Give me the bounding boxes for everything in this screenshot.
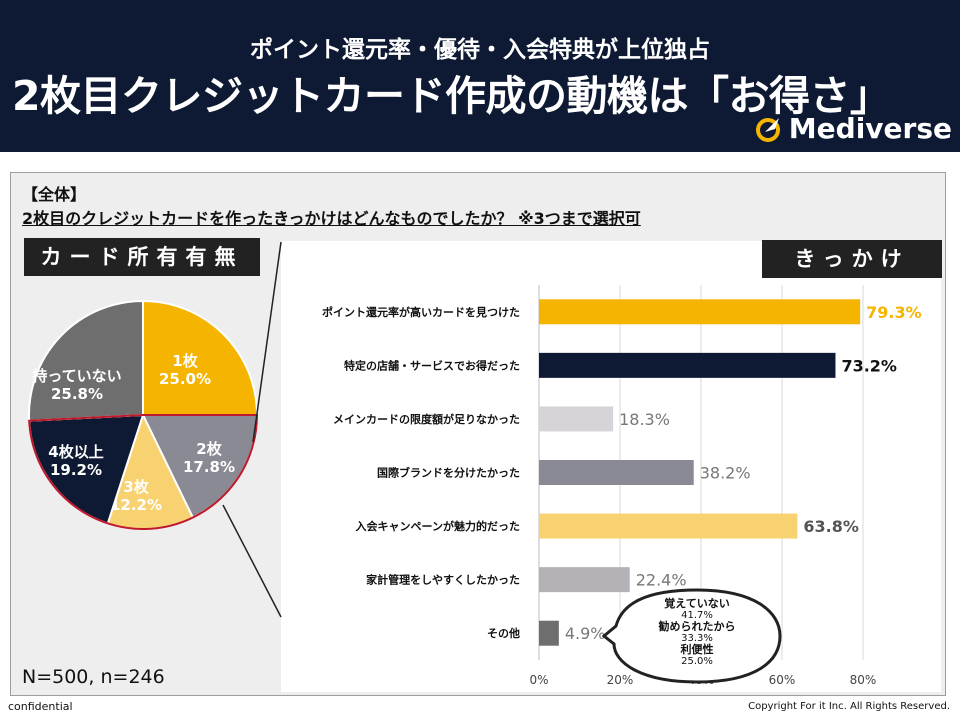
bar-value-label: 22.4% bbox=[636, 571, 687, 590]
logo-icon bbox=[755, 117, 780, 142]
bar-chart: 0%20%40%60%80%ポイント還元率が高いカードを見つけた79.3%特定の… bbox=[322, 285, 922, 687]
bar-value-label: 73.2% bbox=[841, 356, 897, 375]
x-tick-label: 20% bbox=[607, 673, 634, 687]
bar-value-label: 38.2% bbox=[700, 464, 751, 483]
category-label: 家計管理をしやすくしたかった bbox=[366, 573, 520, 587]
survey-question: 2枚目のクレジットカードを作ったきっかけはどんなものでしたか？ ※3つまで選択可 bbox=[22, 209, 641, 228]
page-title: 2枚目クレジットカード作成の動機は「お得さ」 bbox=[12, 72, 891, 120]
x-tick-label: 60% bbox=[769, 673, 796, 687]
header-banner: ポイント還元率・優待・入会特典が上位独占 2枚目クレジットカード作成の動機は「お… bbox=[0, 0, 960, 152]
callout-value: 33.3% bbox=[681, 633, 713, 644]
pie-slice-value: 17.8% bbox=[183, 458, 235, 476]
mediverse-logo: Mediverse bbox=[755, 112, 952, 145]
section-tag: 【全体】 bbox=[22, 185, 87, 204]
bar-chart-label: きっかけ bbox=[762, 240, 942, 278]
category-label: 特定の店舗・サービスでお得だった bbox=[344, 358, 520, 372]
category-label: 入会キャンペーンが魅力的だった bbox=[356, 519, 520, 533]
callout-value: 41.7% bbox=[681, 610, 713, 621]
bar-value-label: 4.9% bbox=[565, 624, 606, 643]
callout-value: 25.0% bbox=[681, 656, 713, 667]
bar-value-label: 79.3% bbox=[866, 303, 922, 322]
x-tick-label: 0% bbox=[529, 673, 548, 687]
bar bbox=[539, 620, 559, 646]
pie-slice-label: 4枚以上 bbox=[48, 443, 103, 461]
pie-slice-value: 19.2% bbox=[50, 461, 102, 479]
pie-highlight-outline bbox=[28, 414, 259, 530]
pie-slice bbox=[142, 299, 259, 416]
bar-value-label: 63.8% bbox=[803, 517, 859, 536]
bar bbox=[539, 460, 694, 485]
callout-bubble: 覚えていない 41.7% 勧められたから 33.3% 利便性 25.0% bbox=[612, 588, 782, 684]
category-label: メインカードの限度額が足りなかった bbox=[333, 412, 520, 426]
callout-label: 利便性 bbox=[680, 643, 714, 656]
connector-line bbox=[252, 241, 282, 443]
sample-size: N=500, n=246 bbox=[22, 666, 165, 688]
copyright-text: Copyright For it Inc. All Rights Reserve… bbox=[748, 701, 950, 712]
page-subtitle: ポイント還元率・優待・入会特典が上位独占 bbox=[250, 37, 710, 63]
callout-bubble-shape bbox=[601, 588, 782, 684]
pie-slice-label: 3枚 bbox=[123, 478, 149, 496]
pie-slice-value: 25.8% bbox=[51, 385, 103, 403]
pie-chart-label: カード所有有無 bbox=[24, 238, 260, 276]
bar-value-label: 18.3% bbox=[619, 410, 670, 429]
pie-slice-value: 12.2% bbox=[110, 496, 162, 514]
bar bbox=[539, 406, 614, 432]
logo-text: Mediverse bbox=[788, 112, 952, 145]
bar bbox=[539, 299, 861, 325]
bar bbox=[539, 352, 836, 378]
pie-slice bbox=[28, 299, 144, 422]
callout-label: 覚えていない bbox=[664, 597, 730, 610]
category-label: その他 bbox=[487, 626, 520, 640]
x-tick-label: 80% bbox=[850, 673, 877, 687]
connector-line bbox=[222, 504, 282, 618]
confidential-label: confidential bbox=[8, 700, 73, 713]
bar bbox=[539, 567, 630, 593]
category-label: ポイント還元率が高いカードを見つけた bbox=[322, 305, 520, 319]
bar bbox=[539, 513, 798, 539]
callout-outline bbox=[601, 588, 782, 684]
category-label: 国際ブランドを分けたかった bbox=[377, 466, 520, 480]
pie-slice-label: 1枚 bbox=[172, 352, 198, 370]
callout-label: 勧められたから bbox=[658, 620, 736, 633]
pie-slice-value: 25.0% bbox=[159, 370, 211, 388]
pie-slice-label: 持っていない bbox=[32, 367, 121, 385]
pie-slice-label: 2枚 bbox=[196, 440, 222, 458]
